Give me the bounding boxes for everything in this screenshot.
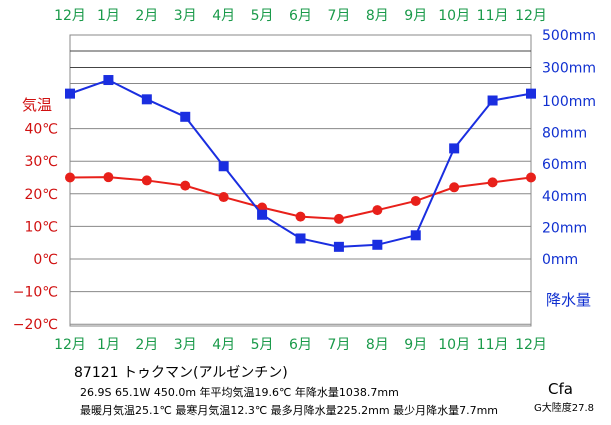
- temperature-point: [410, 195, 421, 206]
- month-label-bottom: 11月: [477, 337, 509, 350]
- precipitation-tick-label: 500mm: [542, 28, 596, 44]
- temperature-point: [103, 172, 114, 183]
- precipitation-tick-label: 100mm: [542, 94, 596, 110]
- month-label-top: 4月: [212, 8, 235, 24]
- temperature-tick-label: 20℃: [24, 187, 58, 203]
- data-series: [65, 75, 536, 252]
- temperature-tick-label: 0℃: [33, 252, 58, 268]
- temperature-axis-ticks: 40℃ 30℃ 20℃ 10℃ 0℃ −10℃ −20℃: [13, 122, 58, 334]
- temperature-point: [487, 177, 498, 188]
- precipitation-tick-label: 60mm: [542, 157, 587, 173]
- station-stats-line-2: 最暖月気温25.1℃ 最寒月気温12.3℃ 最多月降水量225.2mm 最少月降…: [80, 404, 499, 417]
- precipitation-point: [180, 111, 191, 122]
- month-labels-bottom: 12月 1月 2月 3月 4月 5月 6月 7月 8月 9月 10月 11月 12月: [54, 337, 547, 350]
- temperature-point: [449, 182, 460, 193]
- month-label-top: 5月: [251, 8, 274, 24]
- month-label-top: 12月: [515, 8, 547, 24]
- temperature-point: [333, 213, 344, 224]
- precipitation-point: [410, 230, 421, 241]
- month-label-bottom: 3月: [174, 337, 197, 350]
- precipitation-point: [103, 75, 114, 86]
- temperature-point: [65, 172, 75, 183]
- precipitation-point: [295, 233, 306, 244]
- month-label-bottom: 2月: [135, 337, 158, 350]
- precipitation-point: [218, 161, 229, 172]
- precipitation-tick-label: 0mm: [542, 252, 578, 268]
- month-label-bottom: 9月: [404, 337, 427, 350]
- station-stats-line-1: 26.9S 65.1W 450.0m 年平均気温19.6℃ 年降水量1038.7…: [80, 386, 399, 399]
- month-label-top: 3月: [174, 8, 197, 24]
- month-label-top: 8月: [366, 8, 389, 24]
- temperature-tick-label: 10℃: [24, 219, 58, 235]
- precipitation-tick-label: 80mm: [542, 126, 587, 142]
- continentality-index: G大陸度27.8: [534, 403, 595, 414]
- temperature-point: [372, 205, 383, 216]
- climate-code: Cfa: [548, 380, 573, 398]
- precipitation-point: [372, 239, 383, 250]
- precipitation-point: [141, 94, 152, 105]
- temperature-tick-label: 40℃: [24, 122, 58, 138]
- month-label-bottom: 7月: [327, 337, 350, 350]
- temperature-tick-label: −20℃: [13, 317, 58, 333]
- precipitation-point: [333, 241, 344, 252]
- month-labels-top: 12月 1月 2月 3月 4月 5月 6月 7月 8月 9月 10月 11月 12月: [54, 8, 547, 24]
- precipitation-point: [257, 209, 268, 220]
- precipitation-tick-label: 40mm: [542, 189, 587, 205]
- month-label-bottom: 4月: [212, 337, 235, 350]
- temperature-point: [526, 172, 536, 183]
- precipitation-point: [526, 88, 536, 99]
- month-label-top: 2月: [135, 8, 158, 24]
- temperature-point: [180, 180, 191, 191]
- grid-lines: [70, 50, 531, 325]
- precipitation-point: [449, 143, 460, 154]
- month-label-top: 12月: [54, 8, 86, 24]
- precipitation-tick-label: 300mm: [542, 61, 596, 77]
- precipitation-axis-ticks: 500mm 300mm 100mm 80mm 60mm 40mm 20mm 0mm: [542, 28, 596, 268]
- temperature-point: [141, 175, 152, 186]
- precipitation-tick-label: 20mm: [542, 220, 587, 236]
- station-title: 87121 トゥクマン(アルゼンチン): [74, 365, 288, 381]
- month-label-bottom: 1月: [97, 337, 120, 350]
- month-label-bottom: 5月: [251, 337, 274, 350]
- precipitation-point: [65, 88, 75, 99]
- month-label-top: 9月: [404, 8, 427, 24]
- month-label-top: 7月: [327, 8, 350, 24]
- temperature-tick-label: −10℃: [13, 285, 58, 301]
- climate-chart: 12月 1月 2月 3月 4月 5月 6月 7月 8月 9月 10月 11月 12月 12月 1月 2月 3月…: [13, 8, 596, 350]
- month-label-bottom: 12月: [515, 337, 547, 350]
- month-label-top: 11月: [477, 8, 509, 24]
- month-label-top: 10月: [438, 8, 470, 24]
- precipitation-axis-label: 降水量: [546, 291, 591, 309]
- temperature-point: [295, 211, 306, 222]
- temperature-tick-label: 30℃: [24, 154, 58, 170]
- month-label-top: 1月: [97, 8, 120, 24]
- month-label-top: 6月: [289, 8, 312, 24]
- temperature-axis-label: 気温: [22, 96, 52, 114]
- temperature-point: [218, 192, 229, 203]
- precipitation-point: [487, 95, 498, 106]
- month-label-bottom: 10月: [438, 337, 470, 350]
- month-label-bottom: 6月: [289, 337, 312, 350]
- month-label-bottom: 12月: [54, 337, 86, 350]
- month-label-bottom: 8月: [366, 337, 389, 350]
